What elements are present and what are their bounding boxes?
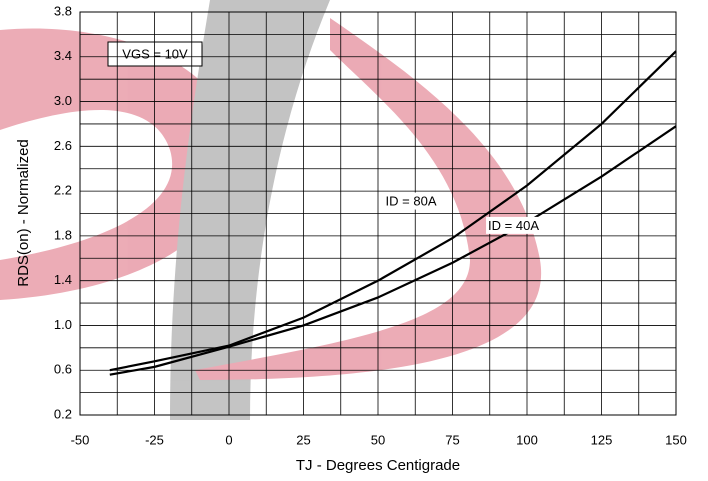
y-tick-label: 2.2 xyxy=(54,183,72,198)
series-label-bg xyxy=(383,192,439,210)
x-tick-label: 50 xyxy=(371,432,385,447)
y-tick-label: 0.2 xyxy=(54,406,72,421)
x-tick-label: 150 xyxy=(665,432,687,447)
y-tick-label: 3.8 xyxy=(54,3,72,18)
annotation-box xyxy=(107,41,203,67)
annotation: VGS = 10V xyxy=(122,46,188,61)
series-label: ID = 80A xyxy=(386,194,437,209)
x-tick-label: 75 xyxy=(445,432,459,447)
x-tick-label: 125 xyxy=(591,432,613,447)
x-tick-label: 100 xyxy=(516,432,538,447)
series-label-bg xyxy=(486,216,542,234)
series-line xyxy=(109,50,677,372)
x-tick-label: -50 xyxy=(71,432,90,447)
y-tick-label: 1.4 xyxy=(54,272,72,287)
y-tick-label: 0.6 xyxy=(54,362,72,377)
x-tick-label: 25 xyxy=(296,432,310,447)
x-tick-label: -25 xyxy=(145,432,164,447)
y-tick-label: 3.4 xyxy=(54,48,72,63)
series-line xyxy=(109,125,677,376)
x-axis-label: TJ - Degrees Centigrade xyxy=(296,457,460,474)
y-axis-label: RDS(on) - Normalized xyxy=(15,139,32,287)
series-label: ID = 40A xyxy=(488,218,539,233)
y-tick-label: 2.6 xyxy=(54,138,72,153)
plot-frame xyxy=(79,11,677,416)
y-tick-label: 1.8 xyxy=(54,227,72,242)
y-tick-label: 1.0 xyxy=(54,317,72,332)
watermark xyxy=(0,0,542,420)
y-tick-label: 3.0 xyxy=(54,93,72,108)
x-tick-label: 0 xyxy=(225,432,232,447)
